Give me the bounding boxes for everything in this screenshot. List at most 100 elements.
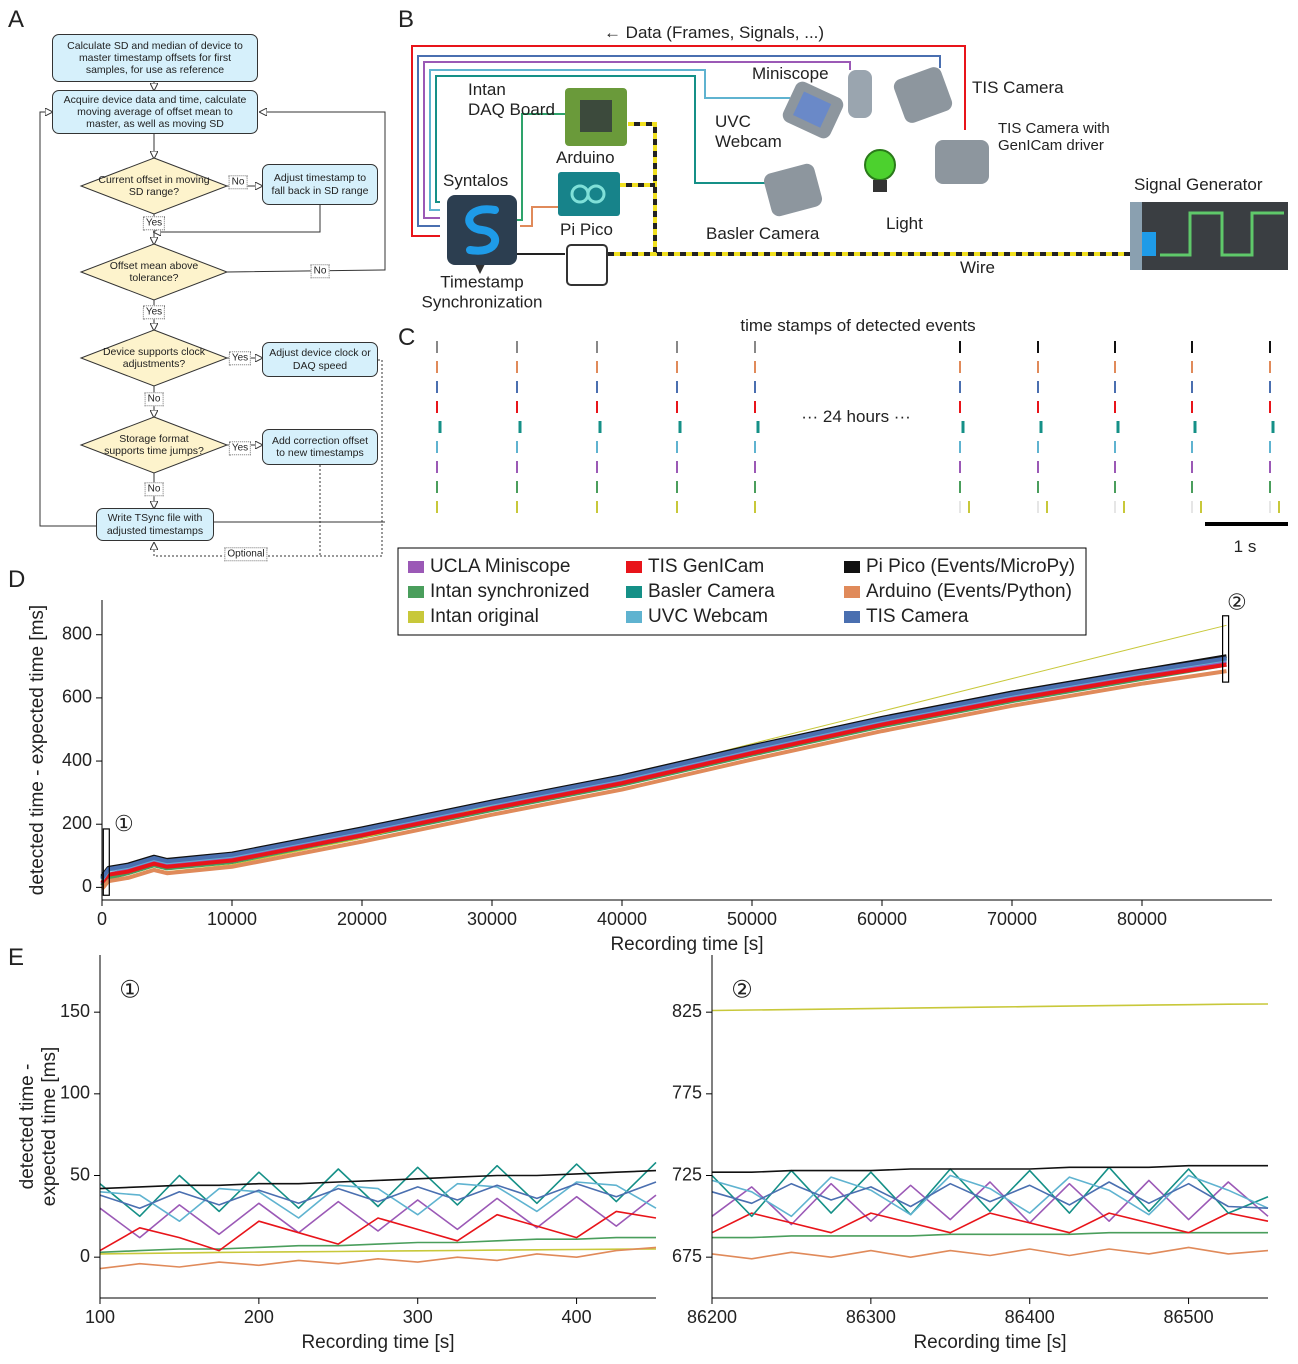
x-tick-label: 86500 (1164, 1307, 1214, 1327)
flow-decision: Storage format supports time jumps? (92, 423, 216, 467)
y-tick-label: 200 (62, 813, 92, 833)
setup-label: Wire (960, 258, 995, 278)
x-tick-label: 70000 (987, 909, 1037, 929)
setup-label: Pi Pico (560, 220, 613, 240)
setup-label: Light (886, 214, 923, 234)
x-tick-label: 86400 (1005, 1307, 1055, 1327)
setup-label: Intan DAQ Board (468, 80, 555, 119)
figure: 0100002000030000400005000060000700008000… (0, 0, 1298, 1364)
flow-node: Acquire device data and time, calculate … (52, 90, 258, 134)
panel-label: E (8, 944, 24, 972)
edge-label: No (145, 392, 164, 406)
legend-label: Basler Camera (648, 581, 775, 602)
setup-label: Signal Generator (1134, 175, 1263, 195)
panel-label: B (398, 6, 414, 34)
panel-label: A (8, 6, 24, 34)
series-line (712, 1180, 1268, 1224)
legend-label: UVC Webcam (648, 606, 768, 627)
annotation: ① (114, 811, 134, 836)
edge-label: Yes (229, 441, 251, 455)
y-tick-label: 825 (672, 1001, 702, 1021)
chart-title: ① (119, 976, 141, 1003)
flow-node: Adjust device clock or DAQ speed (262, 342, 378, 377)
x-tick-label: 0 (97, 909, 107, 929)
x-tick-label: 40000 (597, 909, 647, 929)
flow-node: Add correction offset to new timestamps (262, 429, 378, 465)
x-tick-label: 100 (85, 1307, 115, 1327)
legend-swatch (408, 611, 424, 623)
edge-label: No (229, 175, 248, 189)
legend-swatch (844, 561, 860, 573)
legend-swatch (844, 611, 860, 623)
legend-label: Intan synchronized (430, 581, 590, 602)
x-axis-label: Recording time [s] (913, 1332, 1066, 1353)
legend-label: Intan original (430, 606, 539, 627)
y-tick-label: 50 (70, 1164, 90, 1184)
series-line (712, 1166, 1268, 1173)
setup-label: Syntalos (443, 171, 508, 191)
y-tick-label: 0 (82, 876, 92, 896)
x-tick-label: 86200 (687, 1307, 737, 1327)
x-axis-label: Recording time [s] (610, 934, 763, 955)
setup-label: TIS Camera (972, 78, 1064, 98)
x-tick-label: 50000 (727, 909, 777, 929)
x-tick-label: 86300 (846, 1307, 896, 1327)
panel-label: C (398, 324, 415, 352)
setup-label: UVC Webcam (715, 112, 782, 151)
legend-swatch (408, 561, 424, 573)
series-line (712, 1182, 1268, 1208)
x-tick-label: 400 (562, 1307, 592, 1327)
legend-swatch (626, 611, 642, 623)
setup-label: Basler Camera (706, 224, 819, 244)
edge-label: No (311, 264, 330, 278)
x-tick-label: 10000 (207, 909, 257, 929)
y-tick-label: 100 (60, 1083, 90, 1103)
flow-decision: Offset mean above tolerance? (92, 250, 216, 294)
legend-label: Arduino (Events/Python) (866, 581, 1072, 602)
x-tick-label: 200 (244, 1307, 274, 1327)
panel-label: D (8, 566, 25, 594)
y-tick-label: 775 (672, 1083, 702, 1103)
flowchart-lines (40, 82, 385, 556)
edge-label: Optional (224, 547, 267, 561)
x-axis-label: Recording time [s] (301, 1332, 454, 1353)
edge-label: Yes (143, 216, 165, 230)
y-axis-label: expected time [ms] (39, 1047, 60, 1206)
gap-label: ··· 24 hours ··· (801, 407, 911, 427)
legend-label: TIS GenICam (648, 556, 764, 577)
scale-label: 1 s (1234, 537, 1257, 557)
y-tick-label: 0 (80, 1246, 90, 1266)
legend-label: UCLA Miniscope (430, 556, 570, 577)
event-raster (437, 341, 1279, 513)
series-line (712, 1247, 1268, 1258)
y-tick-label: 400 (62, 750, 92, 770)
edge-label: Yes (143, 305, 165, 319)
legend-label: TIS Camera (866, 606, 969, 627)
x-tick-label: 20000 (337, 909, 387, 929)
setup-label: Arduino (556, 148, 615, 168)
chart-title: ② (731, 976, 753, 1003)
y-axis-label: detected time - (17, 1064, 38, 1190)
y-axis-label: detected time - expected time [ms] (27, 605, 48, 895)
flow-node: Calculate SD and median of device to mas… (52, 34, 258, 82)
legend-swatch (626, 561, 642, 573)
series-line (712, 1167, 1268, 1216)
flow-decision: Current offset in moving SD range? (92, 164, 216, 208)
edge-label: Yes (229, 351, 251, 365)
setup-label: ← Data (Frames, Signals, ...) (604, 23, 824, 43)
legend-label: Pi Pico (Events/MicroPy) (866, 556, 1075, 577)
x-tick-label: 80000 (1117, 909, 1167, 929)
series-line (712, 1233, 1268, 1238)
y-tick-label: 800 (62, 623, 92, 643)
y-tick-label: 600 (62, 687, 92, 707)
series-line (712, 1004, 1268, 1011)
x-tick-label: 300 (403, 1307, 433, 1327)
events-title: time stamps of detected events (740, 316, 975, 336)
flow-decision: Device supports clock adjustments? (92, 336, 216, 380)
legend-swatch (408, 586, 424, 598)
setup-label: Timestamp Synchronization (422, 272, 543, 311)
annotation: ② (1227, 590, 1247, 615)
setup-label: Miniscope (752, 64, 829, 84)
setup-label: TIS Camera with GenICam driver (998, 120, 1110, 155)
flow-node: Write TSync file with adjusted timestamp… (96, 508, 214, 541)
